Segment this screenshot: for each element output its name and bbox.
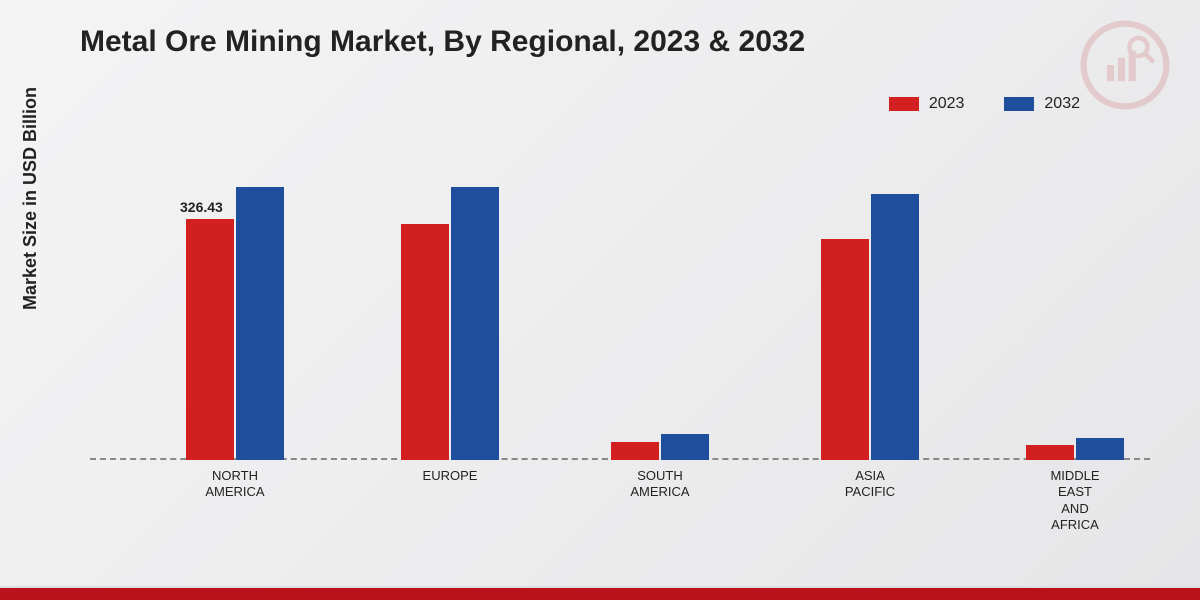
bar	[1026, 445, 1074, 460]
bar	[661, 434, 709, 460]
bar	[871, 194, 919, 460]
bar	[236, 187, 284, 460]
legend-swatch-2023	[889, 97, 919, 111]
legend-item-2032: 2032	[1004, 95, 1080, 113]
category-label: NORTH AMERICA	[175, 468, 295, 501]
legend: 2023 2032	[889, 95, 1080, 113]
legend-label-2032: 2032	[1044, 95, 1080, 113]
bar	[821, 239, 869, 460]
bar	[611, 442, 659, 460]
chart-title: Metal Ore Mining Market, By Regional, 20…	[80, 25, 805, 59]
bar	[401, 224, 449, 460]
chart-container: Metal Ore Mining Market, By Regional, 20…	[0, 0, 1200, 600]
bar-group	[821, 194, 919, 460]
watermark-logo-icon	[1080, 20, 1170, 110]
y-axis-label: Market Size in USD Billion	[20, 87, 41, 310]
bar	[186, 219, 234, 460]
category-label: EUROPE	[390, 468, 510, 484]
bar-group	[401, 187, 499, 460]
category-label: MIDDLE EAST AND AFRICA	[1015, 468, 1135, 533]
category-label: ASIA PACIFIC	[810, 468, 930, 501]
bar-group	[611, 434, 709, 460]
legend-label-2023: 2023	[929, 95, 965, 113]
category-label: SOUTH AMERICA	[600, 468, 720, 501]
legend-item-2023: 2023	[889, 95, 965, 113]
value-label: 326.43	[180, 199, 223, 215]
plot-area: 326.43	[90, 150, 1150, 460]
bar	[1076, 438, 1124, 460]
bar-group	[186, 187, 284, 460]
category-labels: NORTH AMERICA EUROPE SOUTH AMERICA ASIA PAC…	[90, 468, 1150, 548]
legend-swatch-2032	[1004, 97, 1034, 111]
bar-group	[1026, 438, 1124, 460]
bar	[451, 187, 499, 460]
footer-bar	[0, 588, 1200, 600]
